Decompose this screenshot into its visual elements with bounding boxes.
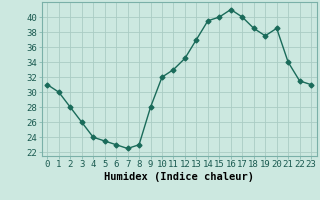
- X-axis label: Humidex (Indice chaleur): Humidex (Indice chaleur): [104, 172, 254, 182]
